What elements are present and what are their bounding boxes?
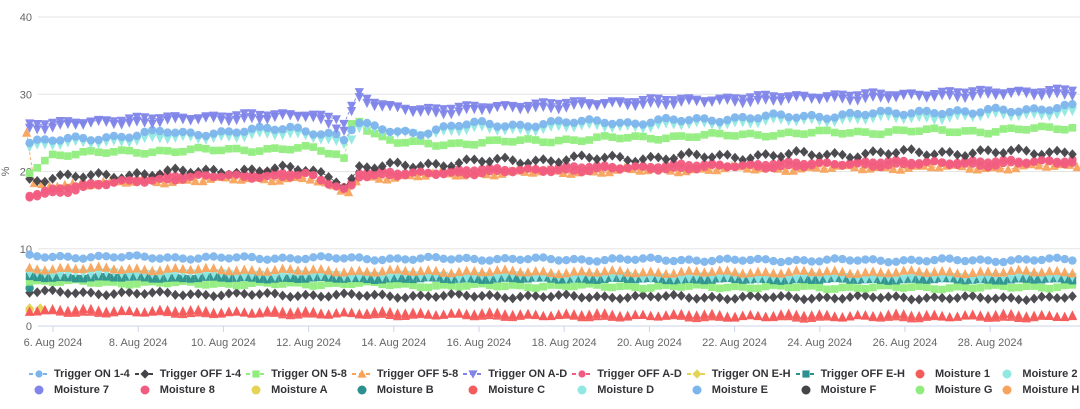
series-moisture-1 <box>25 305 1077 323</box>
legend-marker-icon <box>246 370 267 378</box>
x-axis-tick-label: 16. Aug 2024 <box>447 337 512 349</box>
legend-item-moisture-7[interactable]: Moisture 7 <box>28 382 130 398</box>
legend-item-moisture-d[interactable]: Moisture D <box>571 382 682 398</box>
legend-item-moisture-e[interactable]: Moisture E <box>686 382 791 398</box>
legend-label: Trigger ON 5-8 <box>271 368 347 380</box>
legend-label: Moisture F <box>820 384 877 396</box>
legend-label: Trigger OFF A-D <box>597 368 682 380</box>
legend-item-moisture-h[interactable]: Moisture H <box>996 382 1079 398</box>
legend-marker-icon <box>468 385 478 395</box>
legend-item-trigger-off-1-4[interactable]: Trigger OFF 1-4 <box>134 366 241 382</box>
y-axis-tick-label: 0 <box>26 321 32 333</box>
legend-item-trigger-on-1-4[interactable]: Trigger ON 1-4 <box>28 366 130 382</box>
legend-marker-icon <box>29 370 49 378</box>
series-moisture-e <box>25 250 1077 267</box>
legend-marker-icon <box>801 385 811 395</box>
legend-label: Moisture 8 <box>159 384 215 396</box>
legend-label: Moisture A <box>271 384 328 396</box>
legend-label: Moisture C <box>488 384 546 396</box>
legend-label: Moisture H <box>1022 384 1080 396</box>
legend-item-trigger-off-e-h[interactable]: Trigger OFF E-H <box>795 366 905 382</box>
x-axis-tick-label: 24. Aug 2024 <box>787 337 852 349</box>
legend-marker-icon <box>34 385 44 395</box>
legend-item-moisture-a[interactable]: Moisture A <box>245 382 347 398</box>
y-axis-tick-label: 30 <box>20 89 32 101</box>
chart-legend: Trigger ON 1-4 Trigger OFF 1-4 Trigger ON … <box>28 366 1079 398</box>
x-axis-tick-label: 14. Aug 2024 <box>361 337 426 349</box>
x-axis-tick-label: 10. Aug 2024 <box>191 337 256 349</box>
legend-marker-icon <box>686 369 707 379</box>
legend-label: Moisture 2 <box>1022 368 1078 380</box>
x-axis-tick-label: 8. Aug 2024 <box>109 337 168 349</box>
legend-marker-icon <box>795 370 816 378</box>
series-moisture-b <box>25 283 34 293</box>
legend-item-moisture-c[interactable]: Moisture C <box>462 382 567 398</box>
x-axis-tick-label: 6. Aug 2024 <box>24 337 83 349</box>
x-axis-tick-label: 26. Aug 2024 <box>873 337 938 349</box>
legend-marker-icon <box>915 385 925 395</box>
legend-marker-icon <box>572 370 593 378</box>
series-trigger-on-5-8 <box>25 117 1077 177</box>
legend-item-moisture-2[interactable]: Moisture 2 <box>996 366 1079 382</box>
legend-label: Trigger OFF E-H <box>820 368 905 380</box>
legend-label: Moisture 1 <box>934 368 990 380</box>
legend-marker-icon <box>134 369 155 379</box>
series-moisture-h <box>25 261 1077 279</box>
legend-item-trigger-off-5-8[interactable]: Trigger OFF 5-8 <box>351 366 458 382</box>
legend-label: Moisture G <box>934 384 993 396</box>
legend-label: Trigger ON 1-4 <box>54 368 130 380</box>
legend-item-moisture-b[interactable]: Moisture B <box>351 382 458 398</box>
legend-marker-icon <box>577 385 587 395</box>
legend-label: Trigger ON E-H <box>711 368 791 380</box>
x-axis-tick-label: 22. Aug 2024 <box>702 337 767 349</box>
legend-marker-icon <box>463 370 484 379</box>
legend-marker-icon <box>140 385 150 395</box>
x-axis-tick-label: 12. Aug 2024 <box>276 337 341 349</box>
legend-item-trigger-on-e-h[interactable]: Trigger ON E-H <box>686 366 791 382</box>
legend-marker-icon <box>1002 385 1012 395</box>
legend-label: Moisture E <box>711 384 769 396</box>
series-trigger-on-a-d <box>25 84 1077 130</box>
legend-item-moisture-8[interactable]: Moisture 8 <box>134 382 241 398</box>
legend-item-moisture-1[interactable]: Moisture 1 <box>909 366 992 382</box>
legend-item-trigger-on-5-8[interactable]: Trigger ON 5-8 <box>245 366 347 382</box>
legend-marker-icon <box>357 385 367 395</box>
legend-label: Moisture D <box>597 384 655 396</box>
x-axis-tick-label: 18. Aug 2024 <box>532 337 597 349</box>
series-trigger-off-1-4 <box>25 143 1077 193</box>
x-axis-tick-label: 20. Aug 2024 <box>617 337 682 349</box>
series-trigger-on-1-4 <box>25 100 1077 148</box>
y-axis-title: % <box>0 166 12 176</box>
series-moisture-8 <box>25 156 1077 202</box>
legend-item-moisture-f[interactable]: Moisture F <box>795 382 905 398</box>
series-moisture-f <box>25 285 1077 306</box>
legend-label: Trigger OFF 5-8 <box>376 368 459 380</box>
legend-marker-icon <box>251 385 261 395</box>
legend-item-moisture-g[interactable]: Moisture G <box>909 382 992 398</box>
legend-label: Trigger OFF 1-4 <box>159 368 242 380</box>
legend-item-trigger-off-a-d[interactable]: Trigger OFF A-D <box>571 366 682 382</box>
y-axis-tick-label: 40 <box>20 12 32 24</box>
legend-marker-icon <box>692 385 702 395</box>
x-axis-tick-label: 28. Aug 2024 <box>958 337 1023 349</box>
legend-label: Moisture 7 <box>54 384 110 396</box>
legend-label: Trigger ON A-D <box>488 368 568 380</box>
legend-marker-icon <box>915 369 925 379</box>
legend-marker-icon <box>351 369 372 378</box>
legend-item-trigger-on-a-d[interactable]: Trigger ON A-D <box>462 366 567 382</box>
legend-marker-icon <box>1002 369 1012 379</box>
legend-label: Moisture B <box>376 384 434 396</box>
